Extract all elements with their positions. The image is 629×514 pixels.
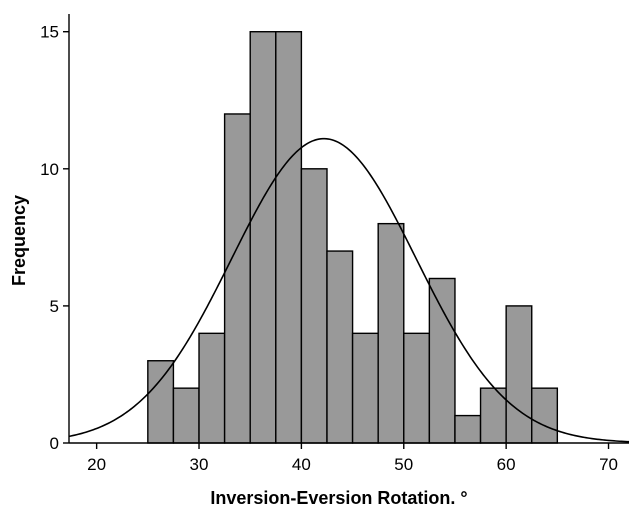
y-axis-label: Frequency — [9, 195, 29, 286]
histogram-bar-1 — [147, 360, 175, 444]
histogram-bar-12 — [428, 277, 456, 444]
histogram-bar-13 — [454, 414, 482, 444]
histogram-bar-2 — [172, 387, 200, 444]
histogram-bar-16 — [531, 387, 559, 444]
histogram-bar-8 — [326, 250, 354, 444]
x-tick-label-60: 60 — [497, 455, 516, 474]
histogram-bar-15 — [505, 305, 533, 444]
y-tick-label-0: 0 — [50, 434, 59, 453]
histogram-bar-7 — [300, 168, 328, 444]
histogram-bar-11 — [403, 332, 431, 444]
bars-group — [147, 31, 559, 444]
x-tick-label-70: 70 — [599, 455, 618, 474]
histogram-bar-9 — [351, 332, 379, 444]
y-tick-label-15: 15 — [40, 23, 59, 42]
x-tick-label-30: 30 — [190, 455, 209, 474]
x-axis-label: Inversion-Eversion Rotation. ° — [210, 488, 467, 508]
y-ticks-group: 0 5 10 15 — [40, 23, 69, 453]
y-tick-label-5: 5 — [50, 297, 59, 316]
y-tick-label-10: 10 — [40, 160, 59, 179]
normal-distribution-curve — [68, 137, 629, 443]
histogram-bar-10 — [377, 222, 405, 444]
histogram-bar-5 — [249, 31, 277, 444]
x-tick-label-40: 40 — [292, 455, 311, 474]
x-ticks-group: 20 30 40 50 60 70 — [87, 443, 618, 474]
x-tick-label-50: 50 — [394, 455, 413, 474]
x-tick-label-20: 20 — [87, 455, 106, 474]
histogram-bar-4 — [223, 113, 251, 444]
histogram-bar-6 — [275, 31, 303, 444]
histogram-bar-3 — [198, 332, 226, 444]
